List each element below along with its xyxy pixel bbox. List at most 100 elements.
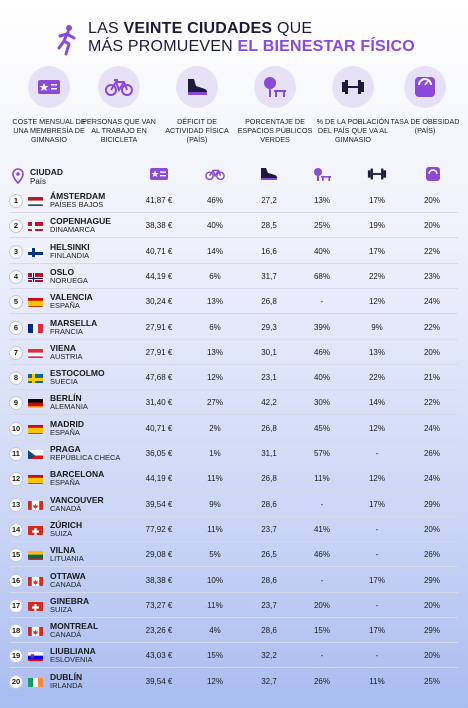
row-divider — [10, 313, 458, 315]
country-name: AUSTRIA — [50, 351, 83, 361]
city-name: PRAGA — [50, 444, 81, 454]
flag-icon — [28, 448, 43, 459]
cell-green: - — [320, 575, 324, 585]
city-name: VALENCIA — [50, 292, 93, 303]
cell-gympct: 17% — [368, 246, 385, 256]
city-name: MARSELLA — [50, 317, 98, 328]
cell-green: 39% — [313, 322, 330, 332]
cell-green: 25% — [313, 221, 330, 231]
city-name: COPENHAGUE — [50, 216, 111, 227]
flag-icon — [28, 296, 43, 308]
cell-bike: 46% — [206, 196, 223, 205]
cell-gympct: - — [375, 524, 379, 534]
cell-deficit: 16,6 — [261, 246, 277, 256]
flag-icon — [28, 246, 43, 257]
location-pin-icon — [12, 168, 24, 184]
cell-gympct: 17% — [368, 499, 385, 509]
dumbbell-icon — [367, 168, 387, 180]
cell-green: 46% — [313, 550, 330, 560]
flag-icon — [28, 549, 43, 561]
metric-gym-cost: COSTE MENSUAL DE UNA MEMBRESÍA DE GIMNAS… — [10, 66, 88, 144]
flag-icon — [28, 322, 43, 333]
cell-deficit: 28,6 — [261, 575, 277, 585]
country-name: IRLANDA — [50, 680, 83, 690]
cell-green: 40% — [313, 373, 330, 383]
cell-deficit: 26,8 — [261, 297, 277, 307]
rank-badge: 15 — [9, 548, 23, 563]
cell-obesity: 24% — [423, 423, 440, 433]
rank-badge: 4 — [9, 269, 23, 284]
country-name: FRANCIA — [50, 326, 83, 336]
cell-bike: 12% — [206, 676, 223, 686]
scale-icon — [426, 167, 440, 181]
table-row: 7 VIENA AUSTRIA 27,91 € 13% 30,1 46% 13% 20% — [0, 340, 468, 365]
row-divider — [10, 515, 458, 517]
cell-bike: 15% — [206, 651, 223, 661]
cell-green: - — [320, 297, 324, 307]
flag-icon — [28, 499, 43, 510]
metric-obesity: TASA DE OBESIDAD (PAÍS) — [386, 66, 464, 135]
row-divider — [10, 591, 458, 593]
table-row: 14 ZÚRICH SUIZA 77,92 € 11% 23,7 41% - 20% — [0, 517, 468, 542]
page-title-line2: MÁS PROMUEVEN EL BIENESTAR FÍSICO — [88, 38, 415, 55]
cell-bike: 12% — [206, 373, 223, 383]
row-divider — [10, 414, 458, 416]
cell-gym: 38,38 € — [145, 221, 173, 231]
membership-card-icon — [150, 168, 168, 180]
rank-badge: 6 — [9, 320, 23, 335]
cell-gympct: 17% — [368, 196, 385, 205]
row-divider — [10, 566, 458, 568]
cell-obesity: 20% — [423, 347, 440, 357]
rank-badge: 20 — [9, 674, 23, 689]
row-divider — [10, 262, 458, 264]
row-divider — [10, 540, 458, 542]
table-row: 15 VILNA LITUANIA 29,08 € 5% 26,5 46% - 26% — [0, 542, 468, 568]
country-name: ESPAÑA — [50, 478, 80, 488]
cell-bike: 40% — [206, 221, 223, 231]
cell-bike: 2% — [209, 423, 221, 433]
metric-gym-population: % DE LA POBLACIÓN DEL PAÍS QUE VA AL GIM… — [314, 66, 392, 144]
table-row: 16 OTTAWA CANADÁ 38,38 € 10% 28,6 - 17% 29% — [0, 568, 468, 593]
city-name: ESTOCOLMO — [50, 368, 105, 379]
row-divider — [10, 465, 458, 466]
cell-bike: 9% — [209, 499, 221, 509]
city-name: MADRID — [50, 418, 84, 429]
flag-icon — [28, 372, 43, 384]
cell-obesity: 26% — [423, 449, 440, 458]
rank-badge: 1 — [9, 194, 23, 208]
rank-badge: 19 — [9, 649, 23, 664]
table-row: 8 ESTOCOLMO SUECIA 47,68 € 12% 23,1 40% 22% 21% — [0, 365, 468, 391]
table-row: 20 DUBLÍN IRLANDA 39,54 € 12% 32,7 26% 11% 25% — [0, 669, 468, 694]
park-tree-bench-icon — [314, 168, 331, 181]
cell-gym: 44,19 € — [145, 474, 173, 484]
cell-obesity: 22% — [423, 246, 440, 256]
cell-gym: 29,08 € — [145, 550, 173, 560]
dumbbell-icon — [342, 80, 364, 94]
cell-deficit: 23,7 — [261, 524, 277, 534]
flag-icon — [28, 600, 43, 611]
cell-gympct: 22% — [368, 271, 385, 281]
cell-gym: 47,68 € — [145, 373, 173, 383]
country-name: LITUANIA — [50, 554, 84, 564]
cell-deficit: 26,8 — [261, 474, 277, 484]
cell-gym: 27,91 € — [145, 347, 173, 357]
cell-green: 30% — [313, 398, 330, 408]
flag-icon — [28, 271, 43, 282]
rank-badge: 13 — [9, 497, 23, 512]
cell-gym: 38,38 € — [145, 575, 173, 585]
cell-obesity: 24% — [423, 297, 440, 307]
cell-deficit: 31,7 — [261, 271, 277, 281]
cell-obesity: 22% — [423, 398, 440, 408]
cell-gympct: - — [375, 600, 379, 610]
cell-deficit: 30,1 — [261, 347, 277, 357]
bicycle-icon — [205, 169, 225, 181]
city-name: BERLÍN — [50, 393, 82, 404]
cell-gympct: 22% — [368, 373, 385, 383]
cell-green: 46% — [313, 347, 330, 357]
country-name: SUIZA — [50, 528, 73, 538]
rank-badge: 11 — [9, 447, 23, 461]
country-name: NORUEGA — [50, 275, 88, 285]
flag-icon — [28, 220, 43, 232]
city-name: HELSINKI — [50, 241, 90, 252]
rank-badge: 17 — [9, 598, 23, 613]
